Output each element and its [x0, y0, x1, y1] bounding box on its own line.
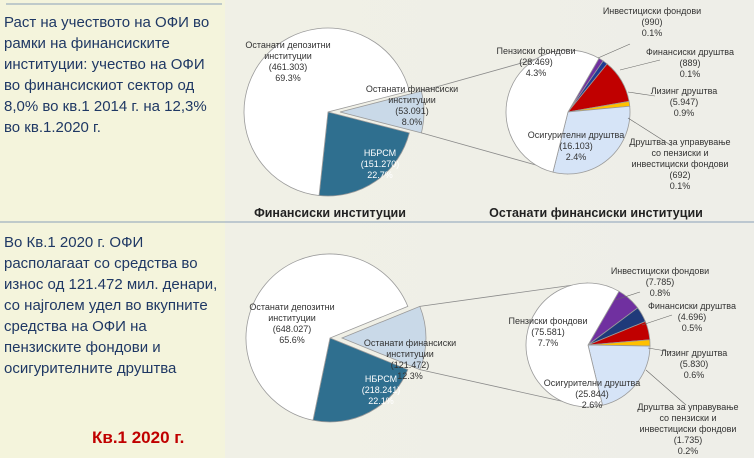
label-line: (121.472): [390, 360, 430, 370]
label-line: 0.1%: [641, 28, 663, 38]
label-line: 8.0%: [401, 117, 423, 127]
label-line: 12.3%: [397, 371, 423, 381]
label-line: 4.3%: [525, 68, 547, 78]
chart-subtitle: Останати финансиски институции: [489, 206, 703, 220]
label-line: Пензиски фондови: [496, 46, 576, 56]
label-line: 0.1%: [669, 181, 691, 191]
label-line: Друштва за управување со пензиски и инве…: [629, 137, 731, 169]
label-line: Пензиски фондови: [508, 316, 588, 326]
label-line: Лизинг друштва: [660, 348, 728, 358]
label-line: Останати депозитни институции: [249, 302, 335, 323]
label-line: Друштва за управување со пензиски и инве…: [637, 402, 739, 434]
data-label: Лизинг друштва (5.830) 0.6%: [644, 348, 744, 381]
leader-line: [645, 369, 687, 406]
label-line: 2.4%: [565, 152, 587, 162]
label-line: (5.830): [679, 359, 709, 369]
data-label: Лизинг друштва (5.947) 0.9%: [634, 86, 734, 119]
label-line: Осигурителни друштва: [527, 130, 625, 140]
data-label: Друштва за управување со пензиски и инве…: [636, 402, 740, 457]
pie-slice: [552, 105, 631, 175]
pie-slice: [312, 337, 409, 423]
leader-line: [641, 314, 673, 326]
label-line: 0.2%: [677, 446, 699, 456]
chart-title: Финансиски институции: [254, 206, 406, 220]
data-label: НБРСМ (218.241) 22.1%: [329, 374, 433, 407]
leader-line: [647, 347, 673, 353]
label-line: 0.5%: [681, 323, 703, 333]
label-line: (4.696): [677, 312, 707, 322]
data-label: Инвестициски фондови (7.785) 0.8%: [610, 266, 710, 299]
label-line: (889): [679, 58, 701, 68]
pie-slice: [339, 90, 425, 134]
label-line: Финансиски друштва: [646, 47, 734, 57]
label-line: (7.785): [645, 277, 675, 287]
label-line: (648.027): [272, 324, 312, 334]
data-label: Друштва за управување со пензиски и инве…: [628, 137, 732, 192]
text-bottom: Во Кв.1 2020 г. ОФИ располагаат со средс…: [4, 234, 218, 377]
data-label: Осигурителни друштва (25.844) 2.6%: [540, 378, 644, 411]
label-line: 69.3%: [275, 73, 301, 83]
label-line: 0.8%: [649, 288, 671, 298]
label-line: (25.844): [575, 389, 609, 399]
leader-line: [627, 91, 656, 97]
leader-line: [627, 117, 673, 147]
label-line: Финансиски друштва: [648, 301, 736, 311]
pie-slice: [245, 253, 409, 421]
label-line: (692): [669, 170, 691, 180]
data-label: Останати финансиски институции (53.091) 8.…: [360, 84, 464, 128]
label-line: 65.6%: [279, 335, 305, 345]
text-top: Раст на учеството на ОФИ во рамки на фин…: [4, 14, 210, 136]
label-line: (218.241): [361, 385, 401, 395]
label-line: 22.1%: [368, 396, 394, 406]
data-label: Останати депозитни институции (461.303) 69…: [236, 40, 340, 84]
pie-slice: [318, 111, 410, 197]
leader-line: [597, 43, 631, 59]
label-line: НБРСМ: [363, 148, 397, 158]
label-line: 0.9%: [673, 108, 695, 118]
pie-slice: [587, 344, 651, 406]
label-line: (16.103): [559, 141, 593, 151]
leader-line: [614, 291, 641, 301]
data-label: Останати финансиски институции (121.472) 1…: [358, 338, 462, 382]
label-line: (990): [641, 17, 663, 27]
label-line: (28.469): [519, 57, 553, 67]
data-label: Пензиски фондови (75.581) 7.7%: [496, 316, 600, 349]
label-line: Останати финансиски институции: [363, 338, 457, 359]
label-line: 2.6%: [581, 400, 603, 410]
label-line: НБРСМ: [364, 374, 398, 384]
label-line: (151.270): [360, 159, 400, 169]
data-label: Останати депозитни институции (648.027) 65…: [240, 302, 344, 346]
connector: [419, 282, 589, 307]
pie-slice: [525, 282, 620, 408]
data-label: Финансиски друштва (4.696) 0.5%: [642, 301, 742, 334]
label-line: Инвестициски фондови: [602, 6, 702, 16]
label-line: 0.6%: [683, 370, 705, 380]
label-line: Останати финансиски институции: [365, 84, 459, 105]
label-line: (1.735): [673, 435, 703, 445]
label-line: Лизинг друштва: [650, 86, 718, 96]
label-line: Осигурителни друштва: [543, 378, 641, 388]
label-line: Останати депозитни институции: [245, 40, 331, 61]
pie-slice: [505, 49, 600, 173]
label-line: (53.091): [395, 106, 429, 116]
period: Кв.1 2020 г.: [92, 428, 185, 447]
data-label: Финансиски друштва (889) 0.1%: [640, 47, 740, 80]
label-line: (461.303): [268, 62, 308, 72]
data-label: НБРСМ (151.270) 22.7%: [328, 148, 432, 181]
data-label: Пензиски фондови (28.469) 4.3%: [484, 46, 588, 79]
label-line: Инвестициски фондови: [610, 266, 710, 276]
data-label: Инвестициски фондови (990) 0.1%: [602, 6, 702, 39]
data-label: Осигурителни друштва (16.103) 2.4%: [524, 130, 628, 163]
label-line: 0.1%: [679, 69, 701, 79]
label-line: 22.7%: [367, 170, 393, 180]
label-line: (5.947): [669, 97, 699, 107]
label-line: (75.581): [531, 327, 565, 337]
pie-slice: [243, 27, 410, 196]
label-line: 7.7%: [537, 338, 559, 348]
leader-line: [619, 59, 661, 71]
pie-slice: [340, 305, 427, 371]
